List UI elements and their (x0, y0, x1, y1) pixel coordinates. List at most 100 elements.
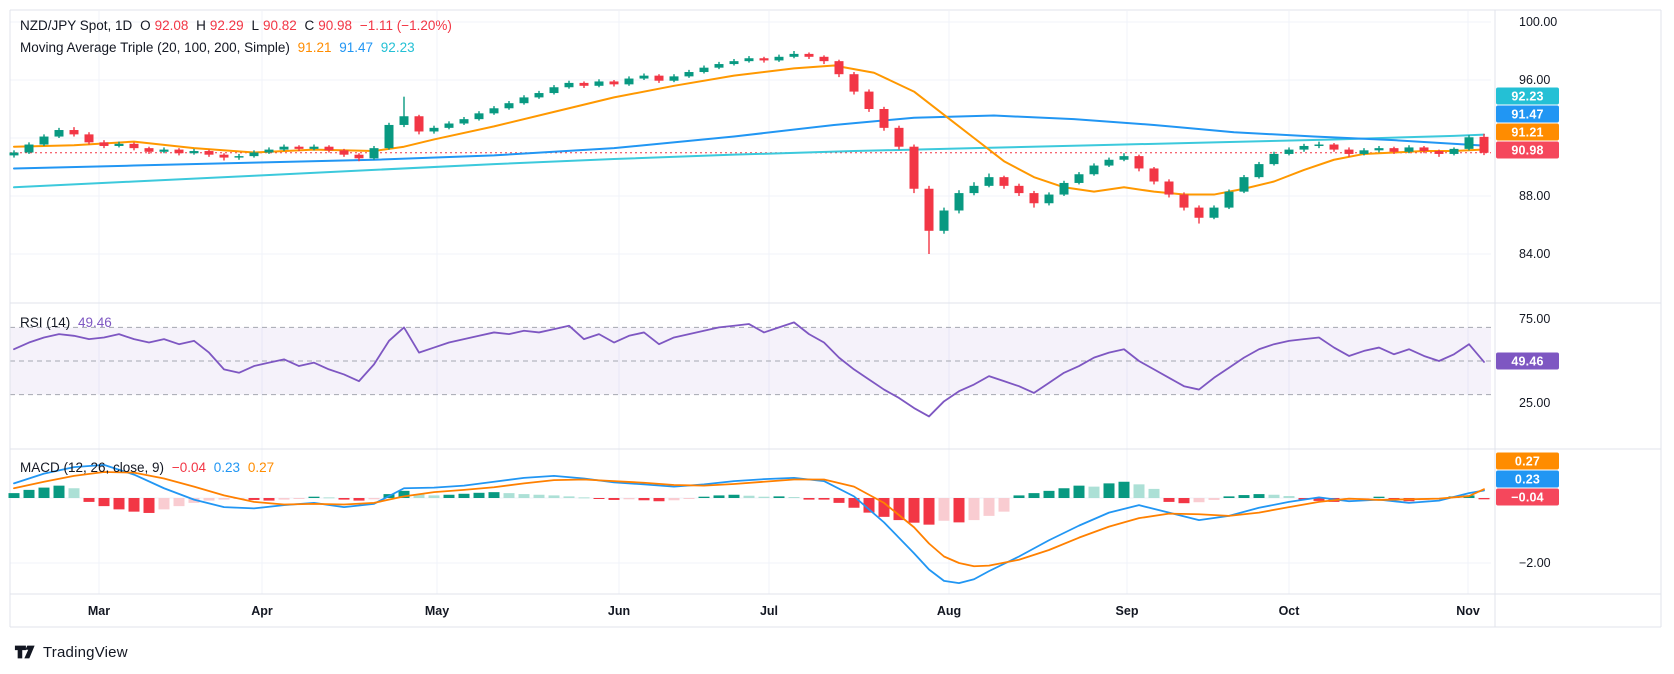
candle-body (849, 74, 859, 92)
candle-body (234, 156, 244, 158)
candle-body (39, 136, 49, 145)
macd-histogram-bar (608, 498, 620, 500)
macd-histogram-bar (488, 492, 500, 498)
candle-body (684, 72, 694, 77)
tradingview-branding[interactable]: TradingView (14, 641, 128, 663)
change-value: −1.11 (−1.20%) (359, 18, 452, 33)
candle-body (804, 53, 814, 57)
candle-body (984, 177, 994, 186)
candle-body (129, 143, 139, 149)
ma20-price-label: 91.21 (1496, 123, 1559, 141)
candle-body (534, 93, 544, 98)
ma100-value: 91.47 (339, 40, 374, 55)
candle-body (219, 154, 229, 158)
candle-body (1434, 151, 1444, 154)
macd-histogram-bar (773, 496, 785, 498)
macd-histogram-bar (638, 498, 650, 501)
macd-histogram-bar (818, 498, 830, 500)
candle-body (1299, 145, 1309, 150)
candle-body (879, 109, 889, 128)
macd-histogram-bar (113, 498, 125, 510)
macd-legend[interactable]: MACD (12, 26, close, 9) −0.04 0.23 0.27 (20, 459, 278, 477)
last-price-label: 90.98 (1496, 141, 1559, 159)
time-axis-label: May (424, 604, 450, 618)
candle-body (864, 91, 874, 109)
candle-body (414, 116, 424, 132)
open-value: 92.08 (154, 18, 189, 33)
macd-histogram-bar (173, 498, 185, 507)
price-axis-tick: 84.00 (1519, 247, 1551, 261)
rsi-value: 49.46 (78, 315, 112, 330)
macd-histogram-bar (1163, 498, 1175, 502)
candle-body (939, 210, 949, 231)
time-axis[interactable]: Mar Apr May Jun Jul Aug Sep Oct Nov (10, 595, 1491, 626)
ma100-line (13, 114, 1485, 170)
macd-histogram-bar (878, 498, 890, 517)
candle-body (894, 127, 904, 147)
candle-body (1104, 159, 1114, 166)
macd-histogram-bar (983, 498, 995, 516)
macd-histogram-bar (1043, 490, 1055, 498)
macd-histogram-bar (503, 493, 515, 498)
high-label: H (196, 18, 206, 33)
macd-histogram-bar (248, 498, 260, 500)
macd-line (13, 463, 1485, 585)
macd-histogram-bar (338, 498, 350, 500)
macd-histogram-bar (68, 488, 80, 498)
candle-body (909, 146, 919, 189)
rsi-band (10, 326, 1491, 396)
candle-body (144, 148, 154, 152)
macd-histogram-bar (323, 497, 335, 499)
candle-body (99, 142, 109, 146)
candle-body (1419, 147, 1429, 152)
macd-histogram-bar (533, 494, 545, 498)
macd-histogram-bar (1073, 485, 1085, 498)
candle-body (309, 146, 319, 149)
macd-histogram-bar (653, 498, 665, 502)
ma-title[interactable]: Moving Average Triple (20, 100, 200, Sim… (20, 40, 290, 55)
candle-body (654, 75, 664, 81)
candle-body (354, 154, 364, 159)
candle-body (774, 56, 784, 61)
macd-histogram-bar (593, 498, 605, 499)
macd-histogram-bar (518, 494, 530, 498)
low-label: L (251, 18, 259, 33)
tradingview-logo-icon (14, 645, 35, 659)
macd-title[interactable]: MACD (12, 26, close, 9) (20, 460, 165, 475)
candle-body (549, 87, 559, 94)
symbol-title[interactable]: NZD/JPY Spot, 1D (20, 18, 133, 33)
candle-body (609, 81, 619, 85)
ma20-value: 91.21 (297, 40, 332, 55)
candle-body (1374, 148, 1384, 151)
macd-histogram-bar (143, 498, 155, 513)
candle-body (504, 103, 514, 109)
candle-body (1029, 193, 1039, 204)
candle-body (339, 150, 349, 155)
macd-histogram-bar (803, 498, 815, 500)
macd-histogram-bar (218, 498, 230, 500)
candle-body (1044, 194, 1054, 204)
price-axis-tick: 96.00 (1519, 73, 1551, 87)
ma200-price-label: 92.23 (1496, 87, 1559, 105)
macd-histogram-bar (1238, 495, 1250, 498)
rsi-legend[interactable]: RSI (14) 49.46 (20, 314, 116, 332)
time-axis-label: Apr (251, 604, 273, 618)
price-axis[interactable]: 100.00 96.00 88.00 84.00 75.00 25.00 −2.00 (1495, 10, 1661, 627)
candle-body (924, 188, 934, 231)
candle-body (789, 53, 799, 57)
candle-body (624, 78, 634, 85)
time-axis-label: Mar (87, 604, 111, 618)
candle-body (1284, 149, 1294, 154)
candle-body (324, 146, 334, 151)
macd-histogram-bar (923, 498, 935, 525)
ma-legend[interactable]: Moving Average Triple (20, 100, 200, Sim… (20, 39, 419, 57)
candle-body (1089, 165, 1099, 175)
price-axis-tick: 88.00 (1519, 189, 1551, 203)
rsi-title[interactable]: RSI (14) (20, 315, 71, 330)
macd-histogram-bar (1133, 484, 1145, 498)
candle-body (1134, 156, 1144, 169)
macd-histogram-bar (563, 496, 575, 498)
candle-body (1164, 181, 1174, 195)
